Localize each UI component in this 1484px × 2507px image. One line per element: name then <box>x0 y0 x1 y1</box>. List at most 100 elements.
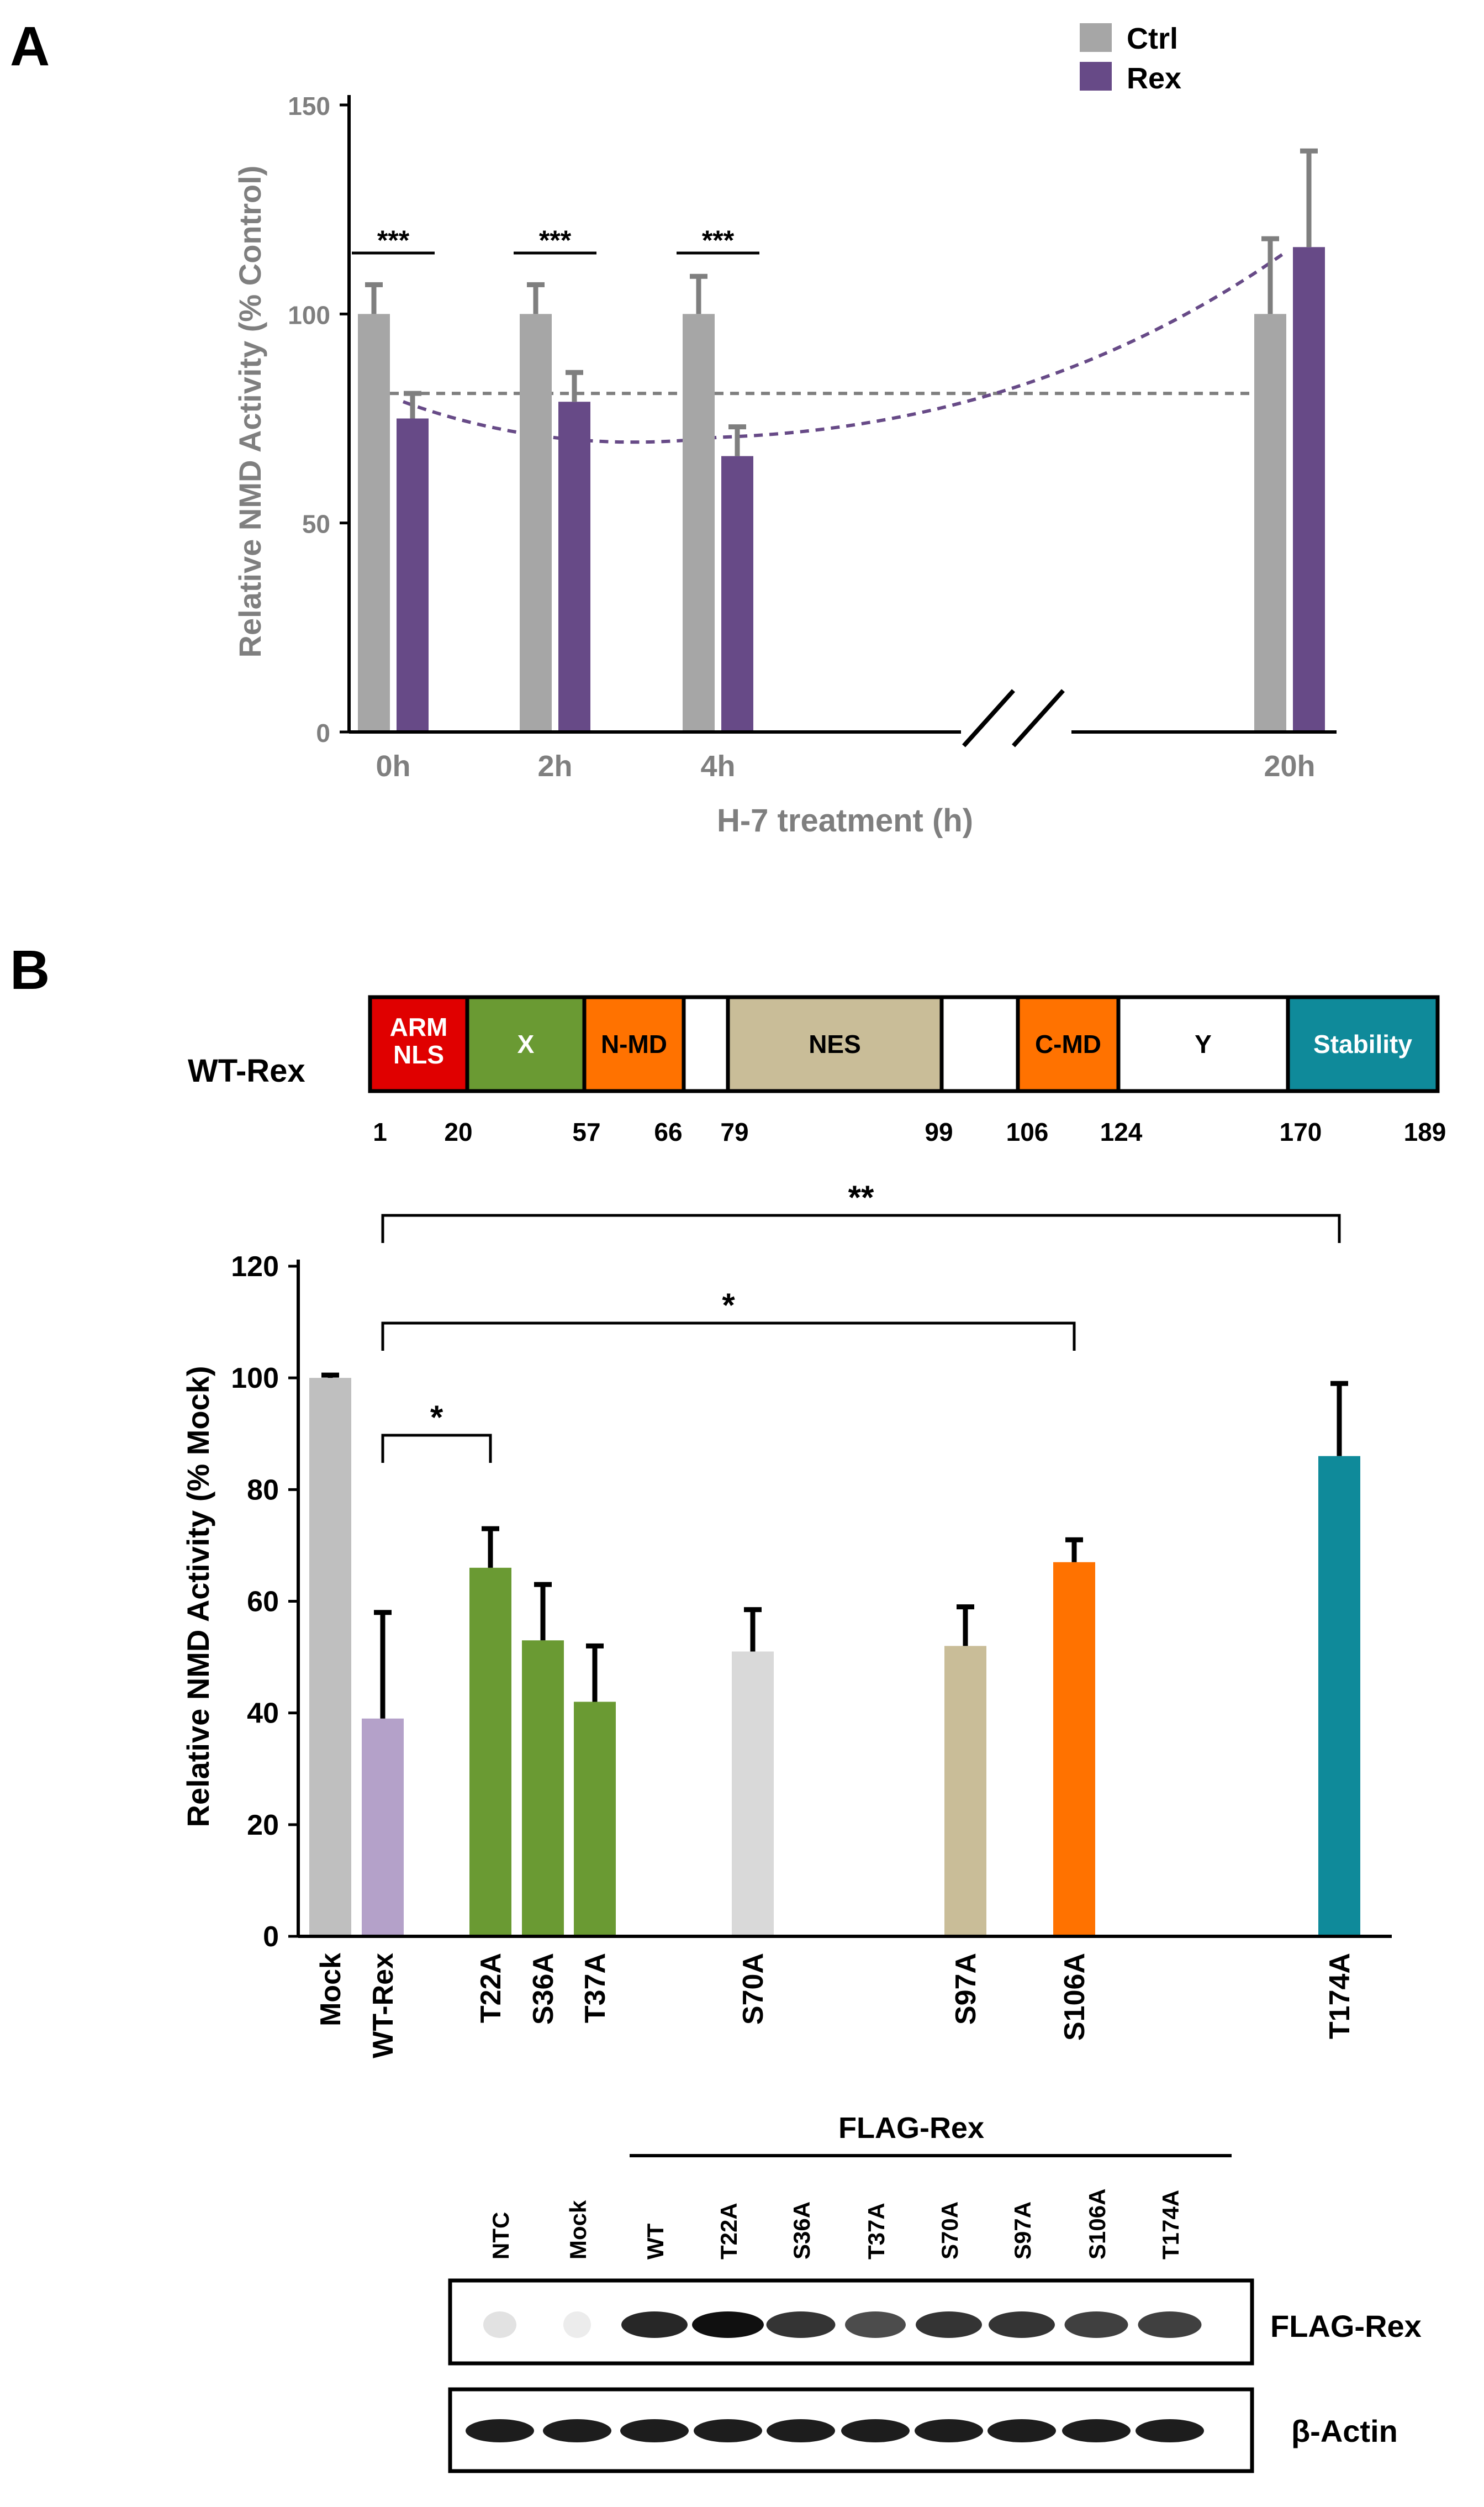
domain-linker <box>939 995 1020 1093</box>
bar-ctrl-4h <box>683 314 715 732</box>
bar-s36a <box>522 1640 564 1936</box>
panel-b-y-ticks: 0 20 40 60 80 100 120 <box>231 1251 298 1953</box>
blot-band-actin <box>543 2419 611 2442</box>
panel-b-x-ticks: Mock WT-Rex T22A S36A T37A S70A S97A S106A T174A <box>315 1953 1356 2058</box>
position-label: 106 <box>1006 1118 1049 1146</box>
blot-band-flag-rex <box>1064 2311 1128 2338</box>
bar-wt-rex <box>362 1718 404 1936</box>
panel-a-legend: Ctrl Rex <box>1080 22 1181 95</box>
y-tick-label: 150 <box>288 92 330 120</box>
blot-band-actin <box>767 2419 835 2442</box>
blot-lane-wt: WT <box>642 2223 668 2260</box>
significance-bracket <box>381 1214 1341 1243</box>
blot-band-actin <box>466 2419 534 2442</box>
bar-s97a <box>944 1646 986 1936</box>
bar-ctrl-0h <box>358 314 390 732</box>
panel-b-label: B <box>10 939 50 1001</box>
significance-label: *** <box>539 225 572 256</box>
x-tick-t37a: T37A <box>579 1953 611 2023</box>
y-tick-label: 80 <box>247 1474 279 1506</box>
bar-t22a <box>469 1567 511 1936</box>
axis-break-icon <box>961 689 1071 747</box>
bar-rex-2h <box>558 402 590 732</box>
x-tick-t22a: T22A <box>475 1953 507 2023</box>
legend-swatch-rex <box>1080 62 1112 91</box>
blot-lane-s106a: S106A <box>1084 2189 1110 2260</box>
y-tick-label: 100 <box>288 301 330 329</box>
blot-row-label-actin: β-Actin <box>1291 2414 1398 2448</box>
panel-a-y-label: Relative NMD Activity (% Control) <box>233 166 267 658</box>
significance-label: * <box>430 1399 443 1436</box>
domain-positions: 1 20 57 66 79 99 106 124 170 189 <box>373 1118 1446 1146</box>
bar-rex-0h <box>397 418 429 732</box>
blot-band-flag-rex <box>563 2311 591 2338</box>
significance-label: *** <box>702 225 735 256</box>
bar-rex-20h <box>1293 247 1325 732</box>
domain-label: N-MD <box>601 1030 667 1058</box>
blot-band-actin <box>1136 2419 1204 2442</box>
domain-label: Stability <box>1313 1030 1412 1058</box>
blot-lane-t174a: T174A <box>1158 2190 1184 2260</box>
blot-band-actin <box>841 2419 910 2442</box>
x-tick-wt-rex: WT-Rex <box>367 1953 399 2058</box>
x-tick-s106a: S106A <box>1059 1953 1091 2041</box>
blot-band-flag-rex <box>621 2311 688 2338</box>
significance-bracket <box>381 1434 492 1463</box>
position-label: 124 <box>1100 1118 1143 1146</box>
position-label: 170 <box>1280 1118 1322 1146</box>
blot-band-flag-rex <box>766 2311 836 2338</box>
blot-group-label: FLAG-Rex <box>838 2111 984 2145</box>
x-tick-2h: 2h <box>537 750 572 783</box>
blot-band-flag-rex <box>916 2311 982 2338</box>
blot-band-actin <box>915 2419 983 2442</box>
blot-band-flag-rex <box>692 2311 764 2338</box>
domain-label: NES <box>809 1030 861 1058</box>
blot-lane-t37a: T37A <box>863 2203 889 2260</box>
panel-b-y-label: Relative NMD Activity (% Mock) <box>181 1366 215 1827</box>
y-tick-label: 60 <box>247 1586 279 1618</box>
domain-label: C-MD <box>1035 1030 1101 1058</box>
position-label: 99 <box>925 1118 953 1146</box>
trendline-rex <box>402 250 1288 444</box>
panel-a-trendlines <box>359 250 1288 444</box>
domain-stability <box>1286 995 1440 1093</box>
bar-mock <box>309 1378 351 1936</box>
x-tick-20h: 20h <box>1264 750 1315 783</box>
bar-t174a <box>1318 1456 1360 1936</box>
x-tick-s97a: S97A <box>950 1953 982 2025</box>
domain-map: ARM NLS X N-MD NES C-MD Y Stability <box>368 995 1440 1093</box>
bar-s70a <box>732 1651 774 1936</box>
domain-arm-nls <box>368 995 469 1093</box>
y-tick-label: 40 <box>247 1698 279 1730</box>
position-label: 1 <box>373 1118 387 1146</box>
domain-label: Y <box>1195 1030 1212 1058</box>
blot-bands <box>466 2311 1204 2442</box>
blot-band-flag-rex <box>989 2311 1055 2338</box>
y-tick-label: 0 <box>316 719 330 747</box>
blot-lane-labels: NTC Mock WT T22A S36A T37A S70A S97A S106A T174A <box>488 2189 1184 2260</box>
y-tick-label: 50 <box>302 510 330 539</box>
blot-band-flag-rex <box>845 2311 906 2338</box>
y-tick-label: 20 <box>247 1809 279 1841</box>
domain-nes <box>726 995 944 1093</box>
panel-a-label: A <box>10 15 50 77</box>
position-label: 57 <box>572 1118 600 1146</box>
x-tick-t174a: T174A <box>1324 1953 1356 2039</box>
x-tick-mock: Mock <box>315 1953 347 2026</box>
blot-band-actin <box>620 2419 689 2442</box>
x-tick-0h: 0h <box>376 750 410 783</box>
panel-a-significance: *** *** *** <box>352 225 759 256</box>
bar-ctrl-20h <box>1254 314 1286 732</box>
domain-c-md <box>1016 995 1121 1093</box>
blot-lane-mock: Mock <box>565 2200 591 2260</box>
bar-rex-4h <box>721 456 753 732</box>
blot-lane-s97a: S97A <box>1010 2201 1036 2260</box>
y-tick-label: 120 <box>231 1251 279 1283</box>
panel-a-x-label: H-7 treatment (h) <box>717 803 973 839</box>
panel-a-y-ticks: 0 50 100 150 <box>288 92 349 747</box>
panel-a-bars <box>358 148 1325 732</box>
blot-row-label-flag-rex: FLAG-Rex <box>1270 2309 1422 2343</box>
position-label: 66 <box>654 1118 682 1146</box>
bar-s106a <box>1053 1562 1095 1936</box>
